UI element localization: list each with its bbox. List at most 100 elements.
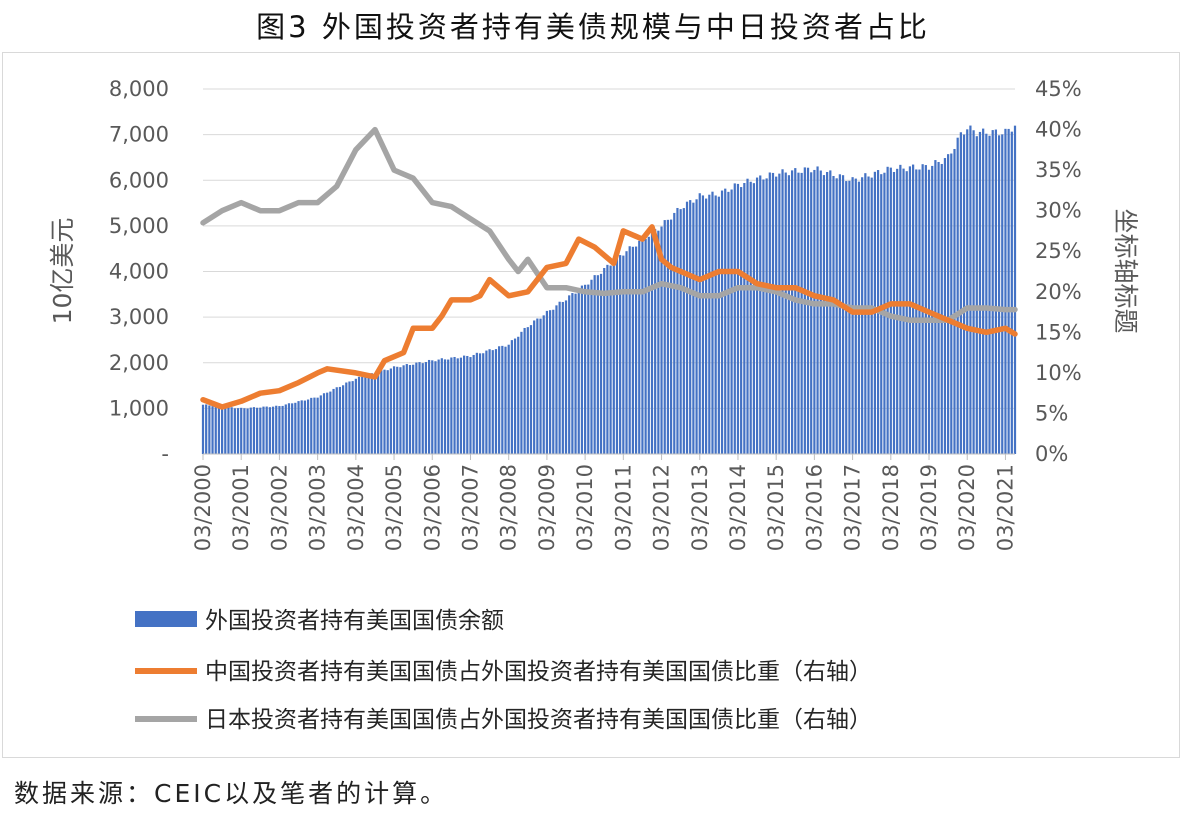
x-tick-label: 03/2007 [458, 464, 482, 551]
bar [692, 202, 695, 454]
bar [982, 128, 985, 454]
source-note: 数据来源：CEIC以及笔者的计算。 [14, 779, 449, 808]
bar [208, 405, 211, 454]
bar [775, 176, 778, 454]
bar [886, 166, 889, 454]
bar [504, 346, 507, 454]
bar [587, 284, 590, 454]
right-tick-label: 0% [1035, 442, 1068, 466]
bar [593, 275, 596, 454]
bar [689, 200, 692, 454]
right-tick-label: 45% [1035, 77, 1082, 101]
bar [622, 255, 625, 454]
bar [342, 385, 345, 454]
bar [243, 408, 246, 454]
bar [252, 407, 256, 454]
bar [851, 177, 854, 454]
bar [612, 262, 615, 454]
bar [488, 349, 491, 454]
legend: 外国投资者持有美国国债余额 中国投资者持有美国国债占外国投资者持有美国国债比重（… [135, 608, 872, 733]
bar [475, 352, 478, 454]
right-tick-label: 15% [1035, 320, 1082, 344]
bar [628, 246, 631, 454]
bar [427, 359, 431, 454]
bar [552, 309, 555, 454]
bar [310, 397, 313, 454]
bar [284, 404, 287, 454]
bar [491, 350, 494, 454]
bar [899, 164, 902, 454]
bar [306, 399, 310, 454]
bar [392, 366, 396, 454]
x-tick-label: 03/2010 [573, 464, 597, 551]
bar [771, 172, 775, 454]
bar [211, 406, 214, 454]
left-tick-label: 6,000 [109, 168, 169, 192]
left-tick-label: 3,000 [109, 305, 169, 329]
bar [577, 290, 580, 454]
bar [673, 212, 676, 454]
bar [412, 364, 415, 454]
bar [386, 370, 389, 454]
bar [345, 382, 348, 454]
bar [599, 273, 603, 454]
bar [781, 169, 784, 454]
bar [609, 265, 612, 454]
bar [666, 219, 670, 454]
bar [966, 129, 969, 454]
bar [523, 327, 526, 454]
bar [937, 162, 940, 454]
bar [819, 170, 822, 454]
x-tick-label: 03/2009 [535, 464, 559, 551]
bar [217, 405, 221, 454]
bar [338, 386, 342, 454]
bar [959, 132, 962, 454]
bar [931, 165, 934, 455]
bar [456, 358, 459, 454]
bar [634, 246, 638, 454]
bar [714, 195, 717, 455]
bar [271, 406, 275, 454]
bar [507, 344, 510, 454]
bar [759, 175, 762, 454]
bar [778, 173, 781, 454]
x-tick-label: 03/2018 [879, 464, 903, 551]
bar [647, 236, 650, 454]
bar [580, 285, 584, 454]
bar [377, 372, 380, 454]
bar [797, 172, 800, 454]
bar [720, 190, 724, 455]
bar [596, 275, 599, 454]
bar [752, 183, 755, 454]
left-axis-ticks: - 1,000 2,000 3,000 4,000 5,000 6,000 7,000 8,00… [109, 77, 169, 466]
bar [669, 219, 673, 454]
right-tick-label: 20% [1035, 280, 1082, 304]
bar [654, 229, 657, 454]
bar [542, 315, 545, 454]
bar [568, 295, 571, 454]
bar [988, 135, 991, 454]
x-tick-label: 03/2008 [497, 464, 521, 551]
bar [730, 189, 733, 454]
bar [733, 183, 736, 454]
bar [892, 171, 896, 454]
bar [698, 193, 701, 455]
bar [548, 310, 552, 454]
bar [402, 365, 405, 454]
bar [644, 238, 647, 454]
bar [1001, 134, 1004, 454]
bar [291, 403, 294, 454]
bar [335, 387, 338, 454]
bar [940, 163, 943, 454]
bar [201, 404, 205, 454]
bar [539, 318, 542, 454]
bar [230, 407, 233, 454]
right-tick-label: 40% [1035, 118, 1082, 142]
line-series [200, 126, 1018, 410]
bar [326, 392, 329, 454]
bar [832, 176, 835, 454]
bar [724, 188, 727, 454]
bar [348, 381, 351, 454]
bar [615, 256, 619, 454]
bar [829, 170, 832, 454]
